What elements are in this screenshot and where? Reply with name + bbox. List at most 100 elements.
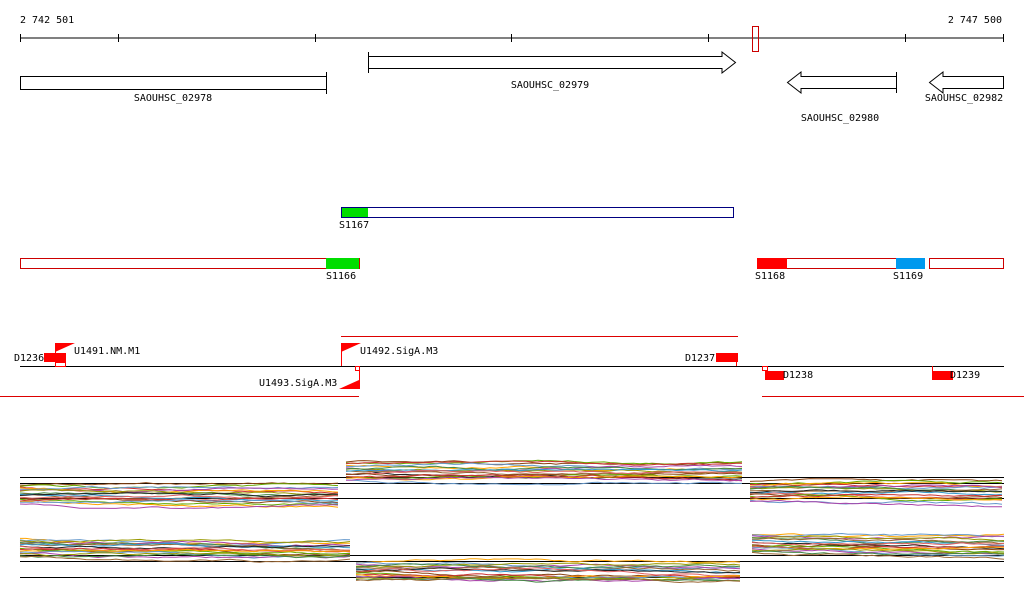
expression-profile-line — [19, 498, 339, 506]
expression-profile-line — [751, 543, 1005, 551]
segment-label: S1166 — [326, 271, 356, 282]
expression-profile-line — [355, 567, 741, 577]
expression-profile-line — [751, 542, 1005, 546]
expression-profile-line — [749, 492, 1003, 501]
expression-profile-line — [751, 551, 1005, 560]
expression-profile-line — [749, 499, 1003, 508]
ruler-start-label: 2 742 501 — [20, 15, 74, 26]
expression-profile-line — [19, 483, 339, 490]
coordinate-ruler: 2 742 501 2 747 500 — [20, 15, 1004, 52]
expression-profile-line — [345, 476, 743, 482]
gene-label: SAOUHSC_02980 — [801, 113, 879, 124]
expression-profile-line — [355, 567, 741, 574]
expression-profile-line — [355, 574, 741, 580]
segment-label: S1167 — [339, 220, 369, 231]
expression-profile-line — [19, 555, 351, 563]
expression-profile-line — [355, 573, 741, 579]
gene-SAOUHSC_02982[interactable]: SAOUHSC_02982 — [925, 70, 1004, 104]
expression-profile-line — [749, 490, 1003, 496]
expression-profile-line — [751, 541, 1005, 550]
feature-label: U1491.NM.M1 — [74, 346, 140, 357]
feature-track: D1236 U1491.NM.M1 U1492.SigA.M3 U1493.Si… — [0, 336, 1024, 397]
ruler-end-label: 2 747 500 — [948, 15, 1002, 26]
expression-profile-line — [751, 546, 1005, 551]
gene-track: SAOUHSC_02978 SAOUHSC_02979 SAOUHSC_0298… — [20, 50, 1004, 124]
expression-profile-line — [19, 545, 351, 552]
expression-profile-line — [19, 538, 351, 544]
downshift-D1239-marker[interactable] — [932, 371, 953, 380]
gene-arrow-forward[interactable] — [368, 50, 737, 75]
expression-profile-line — [749, 485, 1003, 490]
expression-profile-line — [751, 550, 1005, 556]
expression-profile-line — [355, 563, 741, 570]
expression-profile-line — [749, 489, 1003, 494]
expression-profile-line — [355, 577, 741, 583]
feature-label: U1493.SigA.M3 — [259, 378, 337, 389]
expression-profile-line — [345, 465, 743, 471]
segment-S1166-marker[interactable] — [326, 258, 359, 269]
gene-arrow-reverse[interactable] — [786, 70, 897, 95]
expression-profile-line — [751, 546, 1005, 557]
segment-body[interactable] — [341, 207, 734, 218]
feature-label: D1237 — [685, 353, 715, 364]
expression-profile-line — [345, 460, 742, 466]
expression-profile-line — [749, 483, 1003, 489]
gene-label: SAOUHSC_02982 — [925, 93, 1003, 104]
expression-profile-line — [355, 576, 741, 584]
expression-profile-line — [19, 547, 350, 555]
upshift-U1493-flag[interactable] — [339, 380, 359, 389]
upshift-U1492-flag[interactable] — [341, 343, 361, 352]
segment-S1167-marker[interactable] — [342, 208, 368, 217]
expression-profile-line — [749, 495, 1003, 501]
expression-profile-line — [751, 544, 1005, 553]
upshift-U1491-flag[interactable] — [55, 343, 75, 352]
expression-profile-line — [19, 499, 339, 505]
expression-track-reverse — [19, 532, 1005, 584]
expression-profile-line — [19, 540, 351, 547]
feature-label: D1236 — [14, 353, 44, 364]
expression-profile-line — [749, 478, 1003, 482]
gene-label: SAOUHSC_02978 — [134, 93, 212, 104]
gene-label: SAOUHSC_02979 — [511, 80, 589, 91]
expression-profile-line — [345, 468, 743, 472]
expression-profile-line — [749, 493, 1003, 499]
segment-S1168-marker[interactable] — [757, 258, 787, 269]
tick-mark — [355, 366, 360, 371]
expression-profile-line — [19, 488, 339, 496]
feature-label: D1239 — [950, 370, 980, 381]
forward-segment-track: S1167 — [339, 207, 734, 231]
expression-profile-line — [19, 492, 338, 498]
expression-profile-line — [19, 552, 351, 557]
position-marker[interactable] — [752, 26, 759, 52]
gene-box[interactable] — [20, 76, 327, 90]
expression-profile-line — [355, 562, 741, 568]
tick-mark — [762, 366, 768, 371]
expression-profile-line — [345, 472, 743, 477]
segment-label: S1169 — [893, 271, 923, 282]
expression-profile-line — [345, 474, 743, 482]
feature-label: D1238 — [783, 370, 813, 381]
downshift-D1237-marker[interactable] — [716, 353, 738, 362]
expression-track-forward — [19, 459, 1004, 510]
segment-S1169-marker[interactable] — [896, 258, 925, 269]
downshift-D1238-marker[interactable] — [765, 371, 784, 380]
expression-profile-line — [19, 493, 339, 502]
gene-SAOUHSC_02978[interactable]: SAOUHSC_02978 — [20, 72, 327, 104]
expression-profile-line — [356, 576, 741, 582]
profile-lines — [19, 532, 1005, 584]
segment-body[interactable] — [929, 258, 1004, 269]
expression-profile-line — [751, 535, 1005, 542]
feature-label: U1492.SigA.M3 — [360, 346, 438, 357]
tick-mark — [55, 362, 66, 367]
expression-profile-line — [19, 553, 351, 559]
expression-profile-line — [752, 532, 1005, 538]
segment-body[interactable] — [20, 258, 360, 269]
gene-SAOUHSC_02980[interactable]: SAOUHSC_02980 — [786, 70, 897, 124]
expression-profile-line — [355, 568, 741, 574]
expression-profile-line — [345, 470, 743, 476]
expression-profile-line — [355, 558, 741, 564]
profile-lines — [19, 459, 1003, 510]
gene-arrow-reverse[interactable] — [928, 70, 1004, 95]
gene-SAOUHSC_02979[interactable]: SAOUHSC_02979 — [368, 50, 737, 91]
